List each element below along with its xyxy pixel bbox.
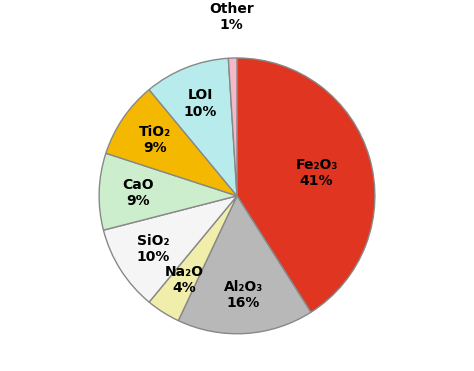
Text: TiO₂
9%: TiO₂ 9% — [139, 125, 171, 155]
Text: CaO
9%: CaO 9% — [122, 178, 154, 208]
Text: Fe₂O₃
41%: Fe₂O₃ 41% — [295, 158, 337, 188]
Wedge shape — [237, 58, 375, 312]
Wedge shape — [149, 58, 237, 196]
Wedge shape — [103, 196, 237, 302]
Text: Other
1%: Other 1% — [209, 1, 254, 32]
Wedge shape — [178, 196, 311, 334]
Wedge shape — [228, 58, 237, 196]
Wedge shape — [99, 153, 237, 230]
Text: Al₂O₃
16%: Al₂O₃ 16% — [224, 280, 263, 310]
Text: LOI
10%: LOI 10% — [184, 88, 217, 119]
Text: Na₂O
4%: Na₂O 4% — [164, 265, 203, 295]
Wedge shape — [106, 90, 237, 196]
Wedge shape — [149, 196, 237, 321]
Text: SiO₂
10%: SiO₂ 10% — [137, 234, 170, 264]
